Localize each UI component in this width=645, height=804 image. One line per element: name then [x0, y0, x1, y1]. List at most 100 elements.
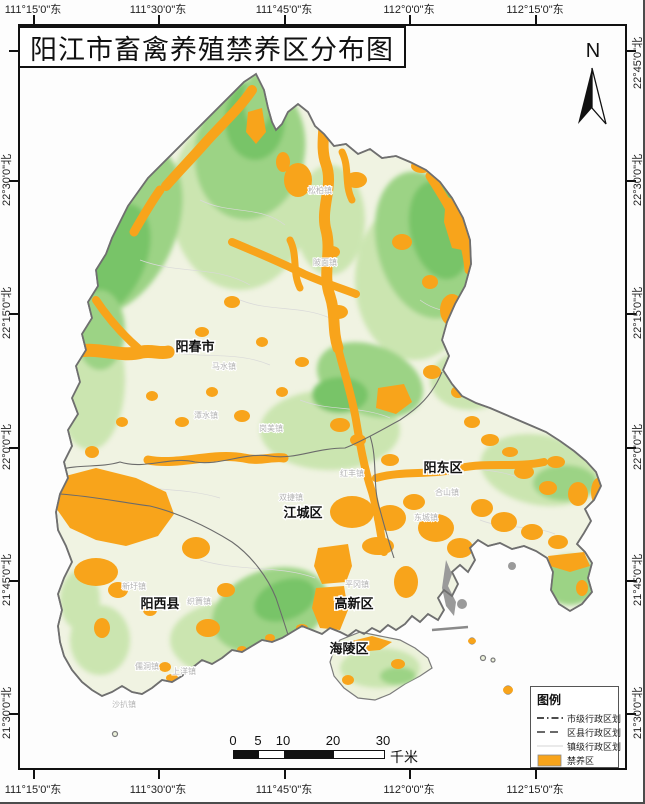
district-labels: 阳春市 阳东区 江城区 阳西县 高新区 海陵区: [139, 338, 464, 658]
latitude-label-left: 22°0'0"北: [1, 424, 13, 470]
legend-item-prohibited-zone: 禁养区: [537, 753, 613, 767]
latitude-label-right: 22°30'0"北: [632, 154, 644, 206]
latitude-label-left: 22°15'0"北: [1, 287, 13, 339]
scale-segment: [259, 751, 284, 758]
district-label-yangxi: 阳西县: [140, 596, 179, 611]
tick-bottom: [284, 770, 286, 779]
longitude-label-bottom: 111°30'0"东: [129, 784, 187, 796]
latitude-label-right: 22°0'0"北: [632, 424, 644, 470]
map-title: 阳江市畜禽养殖禁养区分布图: [30, 34, 394, 65]
legend-item-town-boundary: 镇级行政区划: [537, 739, 621, 753]
longitude-label-bottom: 112°0'0"东: [383, 784, 435, 796]
north-letter: N: [585, 40, 601, 62]
legend-title: 图例: [537, 693, 562, 707]
town-label: 马水镇: [212, 361, 236, 371]
scale-unit: 千米: [390, 751, 418, 766]
scale-segment: [334, 751, 384, 758]
town-label: 儒洞镇: [135, 661, 159, 671]
latitude-label-left: 22°30'0"北: [1, 154, 13, 206]
scale-tick-label: 20: [325, 733, 341, 748]
latitude-label-right: 22°45'0"北: [632, 37, 644, 89]
town-label: 新圩镇: [122, 581, 146, 591]
district-label-yangdong: 阳东区: [423, 460, 462, 475]
tick-bottom: [535, 770, 537, 779]
scale-segment: [284, 751, 334, 758]
tick-top: [33, 15, 35, 24]
longitude-label-bottom: 111°15'0"东: [4, 784, 62, 796]
tick-left: [9, 447, 18, 449]
dash-dot-line-icon: [537, 717, 563, 719]
tick-right: [627, 180, 636, 182]
tick-left: [9, 713, 18, 715]
town-label: 潭水镇: [194, 410, 218, 420]
scale-tick-label: 30: [375, 733, 391, 748]
legend-item-county-boundary: 区县行政区划: [537, 725, 621, 739]
district-label-gaoxin: 高新区: [334, 596, 373, 611]
tick-right: [627, 447, 636, 449]
latitude-label-right: 21°30'0"北: [632, 687, 644, 739]
scale-tick-label: 0: [229, 733, 237, 748]
town-label: 岗美镇: [259, 423, 283, 433]
tick-right: [627, 50, 636, 52]
tick-right: [627, 313, 636, 315]
latitude-label-right: 22°15'0"北: [632, 287, 644, 339]
tick-top: [535, 15, 537, 24]
longitude-label-bottom: 111°45'0"东: [255, 784, 313, 796]
tick-left: [9, 50, 18, 52]
legend-item-label: 镇级行政区划: [567, 741, 622, 752]
coastal-marks: [431, 560, 516, 632]
tick-top: [158, 15, 160, 24]
town-label: 双捷镇: [279, 492, 303, 502]
town-label: 合山镇: [435, 487, 459, 497]
legend-item-label: 市级行政区划: [567, 713, 622, 724]
scale-bar-strip: [233, 750, 385, 759]
small-island: [479, 654, 487, 662]
district-label-hailing: 海陵区: [329, 641, 368, 656]
town-label: 上洋镇: [172, 666, 196, 676]
legend-item-label: 禁养区: [567, 755, 595, 766]
town-label: 东城镇: [414, 512, 438, 522]
district-label-yangchun: 阳春市: [175, 339, 214, 354]
tick-bottom: [409, 770, 411, 779]
town-labels: 松柏镇 陂面镇 马水镇 潭水镇 岗美镇 红丰镇 双捷镇 合山镇 东城镇 新圩镇 …: [111, 184, 460, 710]
scale-tick-label: 5: [254, 733, 262, 748]
longitude-label-bottom: 112°15'0"东: [506, 784, 564, 796]
longitude-label-top: 111°15'0"东: [4, 4, 62, 16]
town-label: 沙扒镇: [112, 699, 136, 709]
tick-top: [284, 15, 286, 24]
prohibited-zone-island-patches: [468, 638, 513, 694]
tick-bottom: [33, 770, 35, 779]
tick-right: [627, 580, 636, 582]
tick-left: [9, 313, 18, 315]
town-label: 织篢镇: [187, 596, 211, 606]
tick-right: [627, 713, 636, 715]
legend-item-label: 区县行政区划: [567, 727, 622, 738]
latitude-label-left: 21°30'0"北: [1, 687, 13, 739]
town-label: 红丰镇: [340, 468, 364, 478]
scale-segment: [234, 751, 259, 758]
district-label-jiangcheng: 江城区: [283, 505, 322, 520]
tick-bottom: [158, 770, 160, 779]
prohibited-zone-swatch: [537, 754, 562, 766]
small-island: [111, 730, 119, 738]
legend-item-city-boundary: 市级行政区划: [537, 711, 621, 725]
longitude-label-top: 112°0'0"东: [383, 4, 435, 16]
town-label: 松柏镇: [308, 185, 332, 195]
map-title-box: 阳江市畜禽养殖禁养区分布图: [18, 26, 406, 68]
dashed-line-icon: [537, 731, 563, 733]
town-label: 陂面镇: [313, 257, 337, 267]
longitude-label-top: 112°15'0"东: [506, 4, 564, 16]
terrain-layer: [56, 74, 600, 688]
scale-tick-label: 10: [275, 733, 291, 748]
longitude-label-top: 111°30'0"东: [129, 4, 187, 16]
latitude-label-right: 21°45'0"北: [632, 554, 644, 606]
latitude-label-left: 21°45'0"北: [1, 554, 13, 606]
district-boundaries: [57, 371, 443, 639]
scale-bar: 0 5 10 20 30 千米: [226, 733, 426, 766]
town-label: 平冈镇: [345, 579, 369, 589]
north-arrow: N: [570, 40, 616, 132]
small-island: [490, 657, 496, 663]
tick-left: [9, 580, 18, 582]
